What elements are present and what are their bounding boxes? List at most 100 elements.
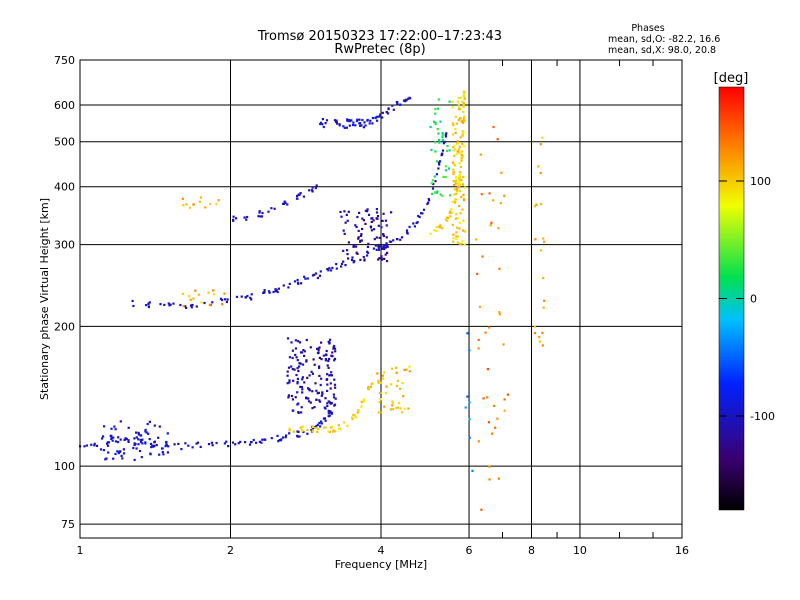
data-point <box>357 237 360 240</box>
data-point <box>401 382 404 385</box>
data-point <box>458 162 461 165</box>
data-point <box>455 177 458 180</box>
data-point <box>338 124 341 127</box>
data-point <box>346 119 349 122</box>
data-point <box>385 236 388 239</box>
data-point <box>533 332 537 335</box>
data-point <box>244 441 247 444</box>
y-tick-label: 400 <box>54 181 75 194</box>
data-point <box>373 228 376 231</box>
data-point <box>439 224 442 227</box>
x-tick-label: 2 <box>227 544 234 557</box>
data-point <box>337 427 341 430</box>
y-tick-label: 100 <box>54 460 75 473</box>
data-point <box>358 211 361 214</box>
data-point <box>335 120 338 123</box>
data-point <box>312 358 315 361</box>
data-point <box>114 440 118 443</box>
data-point <box>296 403 299 406</box>
data-point <box>328 374 331 377</box>
data-point <box>459 117 462 120</box>
data-point <box>158 453 161 456</box>
data-point <box>316 428 320 431</box>
data-point <box>311 186 314 189</box>
data-point <box>335 119 338 122</box>
data-point <box>240 295 243 298</box>
data-point <box>352 261 355 264</box>
data-point <box>373 238 376 241</box>
data-point <box>327 366 330 369</box>
data-point <box>381 247 384 250</box>
data-point <box>364 209 367 212</box>
data-point <box>303 381 306 384</box>
data-point <box>328 357 331 361</box>
data-point <box>268 291 271 294</box>
data-point <box>137 438 140 441</box>
data-point <box>149 452 152 455</box>
data-point <box>382 234 385 237</box>
data-point <box>463 98 466 101</box>
data-point <box>294 396 297 399</box>
data-point <box>448 100 451 103</box>
stats-o-line: mean, sd,O: -82.2, 16.6 <box>608 34 720 45</box>
data-point <box>329 410 332 413</box>
data-point <box>347 210 350 213</box>
data-point <box>413 225 416 228</box>
data-point <box>370 220 373 224</box>
data-point <box>434 122 437 126</box>
data-point <box>377 258 380 261</box>
data-point <box>160 447 164 450</box>
data-point <box>462 104 465 107</box>
data-point <box>312 425 315 429</box>
data-point <box>441 136 444 139</box>
data-point <box>318 366 321 369</box>
data-point <box>288 432 291 435</box>
data-point <box>117 436 120 439</box>
data-point <box>343 421 346 424</box>
data-point <box>339 210 342 214</box>
data-point <box>361 227 364 231</box>
data-point <box>436 107 439 110</box>
data-point <box>319 383 322 387</box>
data-point <box>215 203 218 206</box>
data-point <box>376 119 379 122</box>
data-point <box>488 192 491 195</box>
data-point <box>291 398 294 401</box>
data-point <box>324 397 327 400</box>
data-point <box>449 215 452 218</box>
data-point <box>326 268 329 271</box>
data-point <box>166 451 169 454</box>
data-point <box>296 380 299 384</box>
data-point <box>148 301 151 304</box>
data-point <box>298 341 302 344</box>
data-point <box>395 406 398 410</box>
data-point <box>452 240 455 243</box>
data-point <box>391 400 394 403</box>
data-point <box>471 469 474 472</box>
data-point <box>187 444 190 447</box>
colorbar-tick-label: -100 <box>750 410 775 423</box>
data-point <box>327 430 330 433</box>
data-point <box>460 159 463 162</box>
data-point <box>120 454 123 457</box>
data-point <box>320 420 323 423</box>
data-point <box>384 392 388 395</box>
data-point <box>141 438 144 441</box>
data-point <box>330 374 333 377</box>
data-point <box>464 230 467 233</box>
data-point <box>441 227 444 230</box>
data-point <box>306 376 309 379</box>
data-point <box>367 213 371 216</box>
data-point <box>286 382 289 385</box>
data-point <box>392 108 395 111</box>
data-point <box>325 378 328 381</box>
data-point <box>381 111 384 114</box>
data-point <box>356 118 359 121</box>
data-point <box>306 277 309 280</box>
data-point <box>458 179 461 182</box>
data-point <box>132 446 135 450</box>
data-point <box>461 208 464 211</box>
data-point <box>249 296 252 299</box>
data-point <box>169 303 172 306</box>
data-point <box>310 370 313 373</box>
